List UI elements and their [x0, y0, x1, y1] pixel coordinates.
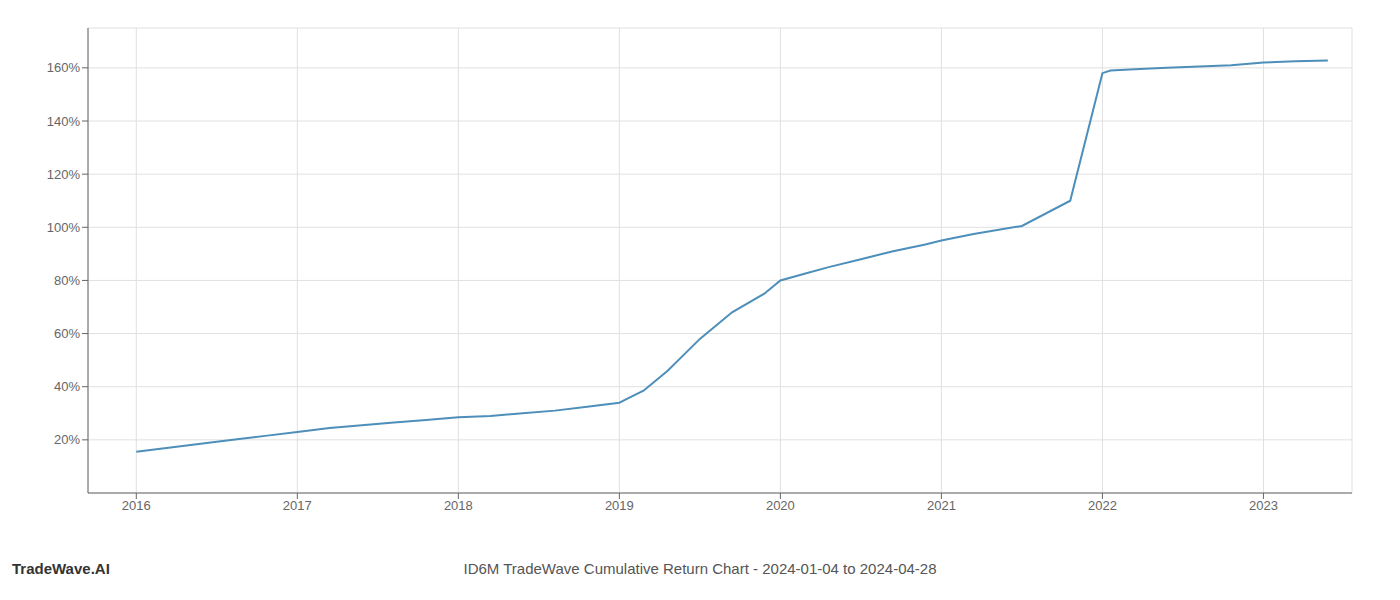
- svg-text:100%: 100%: [47, 220, 81, 235]
- svg-text:2018: 2018: [444, 498, 473, 513]
- svg-text:2022: 2022: [1088, 498, 1117, 513]
- html-text:TradeWave.AI: TradeWave.AI: [12, 559, 110, 577]
- svg-text:2020: 2020: [766, 498, 795, 513]
- svg-text:80%: 80%: [54, 273, 80, 288]
- svg-text:160%: 160%: [47, 60, 81, 75]
- svg-text:120%: 120%: [47, 167, 81, 182]
- svg-text:20%: 20%: [54, 432, 80, 447]
- svg-text:2023: 2023: [1249, 498, 1278, 513]
- svg-text:2021: 2021: [927, 498, 956, 513]
- svg-text:140%: 140%: [47, 114, 81, 129]
- svg-text:2016: 2016: [122, 498, 151, 513]
- svg-text:2019: 2019: [605, 498, 634, 513]
- svg-text:2017: 2017: [283, 498, 312, 513]
- svg-text:40%: 40%: [54, 379, 80, 394]
- svg-text:60%: 60%: [54, 326, 80, 341]
- html-text:ID6M TradeWave Cumulative Retu: ID6M TradeWave Cumulative Return Chart -…: [463, 559, 937, 577]
